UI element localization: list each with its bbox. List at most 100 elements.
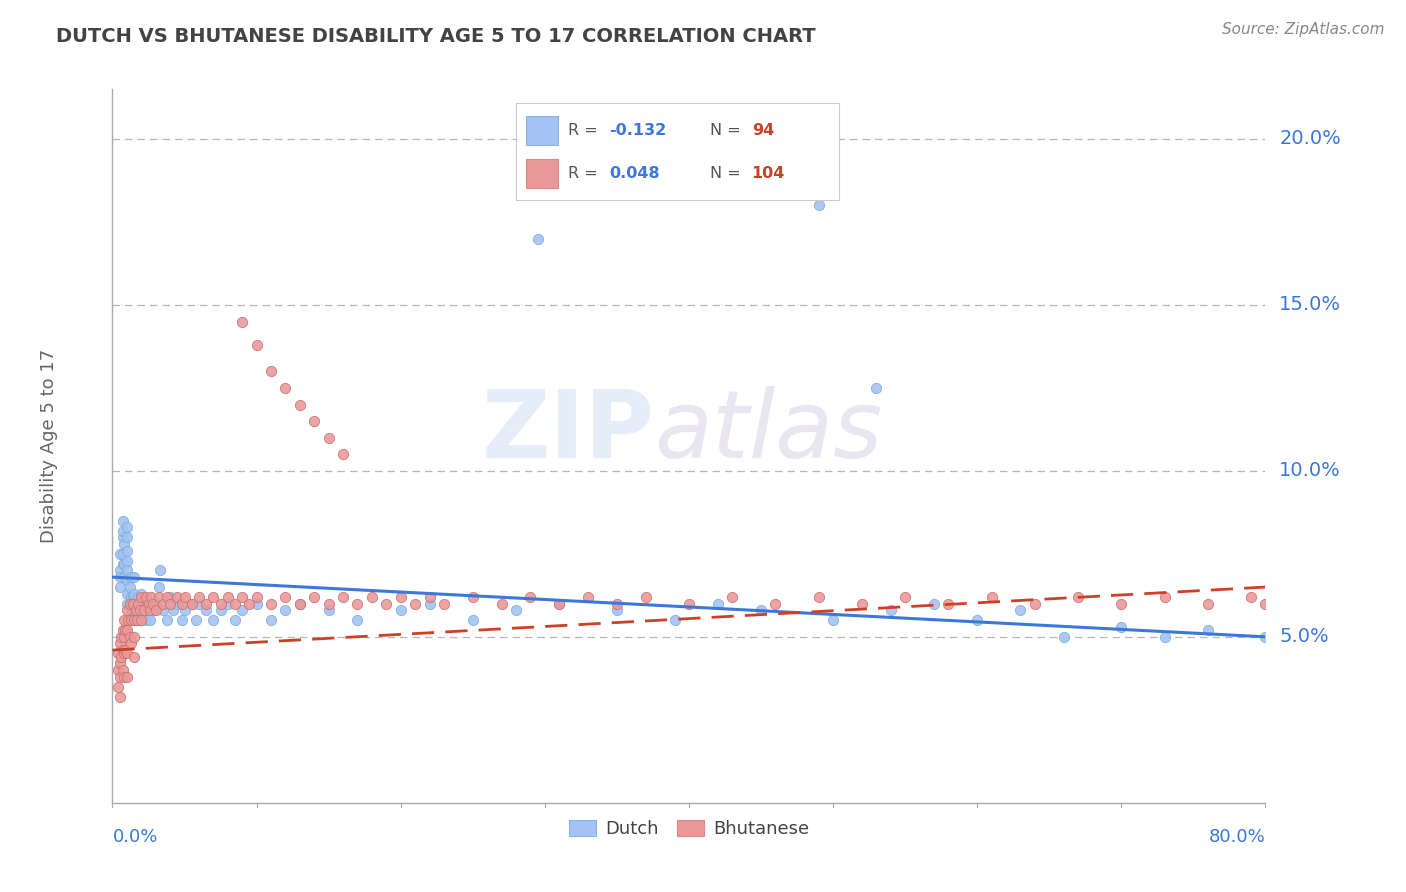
Point (127, 590, 149, 604)
Point (260, 364, 283, 378)
Point (111, 624, 134, 638)
Point (1240, 590, 1263, 604)
Point (114, 643, 136, 657)
Point (1111, 620, 1133, 634)
Point (108, 570, 131, 584)
Point (505, 603, 527, 617)
Point (108, 657, 131, 671)
Point (111, 514, 134, 528)
Point (159, 590, 181, 604)
Point (224, 613, 246, 627)
Point (145, 603, 167, 617)
Point (217, 590, 239, 604)
Point (821, 613, 844, 627)
Point (112, 647, 135, 661)
Point (129, 587, 153, 601)
Point (112, 613, 135, 627)
Point (127, 597, 149, 611)
Point (124, 603, 146, 617)
Point (129, 613, 153, 627)
Point (606, 597, 628, 611)
Point (634, 590, 657, 604)
Point (115, 530, 138, 544)
Point (1153, 590, 1175, 604)
Point (108, 636, 131, 650)
Point (224, 597, 246, 611)
Point (111, 643, 134, 657)
Point (576, 590, 599, 604)
Point (162, 603, 184, 617)
Point (922, 597, 945, 611)
Text: 20.0%: 20.0% (1279, 129, 1341, 148)
Point (238, 597, 260, 611)
Point (274, 381, 297, 395)
Point (404, 597, 426, 611)
Point (110, 630, 132, 644)
Point (1067, 590, 1090, 604)
Point (111, 524, 134, 538)
Point (141, 597, 163, 611)
Point (118, 630, 141, 644)
Point (360, 590, 382, 604)
Point (142, 603, 165, 617)
Point (318, 431, 340, 445)
Point (122, 607, 145, 621)
Point (135, 613, 157, 627)
Point (122, 587, 145, 601)
Point (166, 590, 188, 604)
Point (217, 597, 239, 611)
Point (120, 613, 142, 627)
Point (148, 580, 170, 594)
Text: 5.0%: 5.0% (1279, 627, 1329, 647)
Point (288, 597, 311, 611)
Point (288, 397, 311, 411)
Point (707, 597, 730, 611)
Point (138, 603, 160, 617)
Point (148, 590, 170, 604)
Point (108, 690, 131, 704)
Point (110, 649, 132, 664)
Point (122, 630, 145, 644)
Point (173, 590, 195, 604)
Text: Source: ZipAtlas.com: Source: ZipAtlas.com (1222, 22, 1385, 37)
Point (129, 613, 153, 627)
Point (1254, 630, 1277, 644)
Point (120, 603, 142, 617)
Point (274, 590, 297, 604)
Point (117, 613, 139, 627)
Point (419, 590, 441, 604)
Point (1254, 597, 1277, 611)
Point (433, 597, 456, 611)
Point (180, 597, 202, 611)
Point (184, 613, 207, 627)
Point (115, 587, 138, 601)
Point (122, 597, 145, 611)
Point (195, 597, 218, 611)
Point (548, 597, 571, 611)
Point (125, 597, 148, 611)
Point (107, 647, 129, 661)
Point (129, 597, 153, 611)
Point (166, 597, 188, 611)
Point (149, 564, 172, 578)
Point (202, 613, 225, 627)
Point (145, 597, 167, 611)
Point (108, 547, 131, 561)
Point (136, 597, 159, 611)
Point (108, 670, 131, 684)
Point (152, 597, 174, 611)
Point (120, 590, 142, 604)
Point (966, 613, 988, 627)
Point (491, 597, 513, 611)
Point (180, 597, 202, 611)
Point (115, 574, 138, 588)
Text: 0.0%: 0.0% (112, 828, 157, 846)
Point (107, 663, 129, 677)
Text: atlas: atlas (654, 386, 883, 477)
Point (246, 338, 269, 352)
Point (173, 603, 195, 617)
Point (936, 597, 959, 611)
Point (112, 630, 135, 644)
Point (807, 590, 830, 604)
Point (124, 603, 146, 617)
